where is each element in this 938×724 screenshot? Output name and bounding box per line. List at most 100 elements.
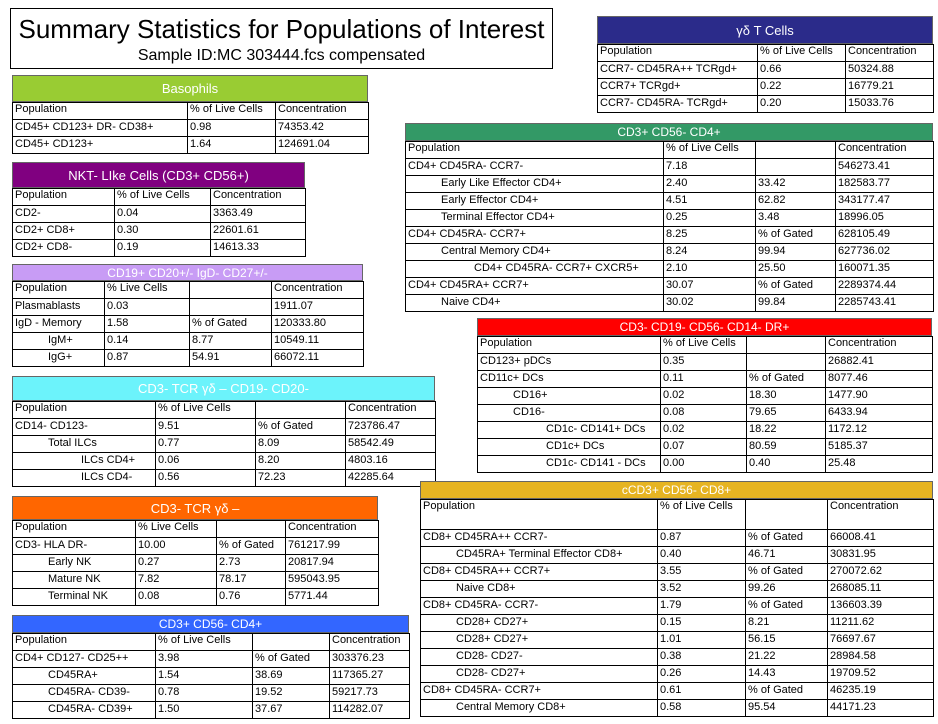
table-cell: 7.82 <box>135 571 217 589</box>
table-cell: CD4+ CD45RA- CCR7- <box>405 158 664 176</box>
table-cell: 99.26 <box>745 580 828 598</box>
table-cell: 46235.19 <box>827 682 934 700</box>
table-row: CD8+ CD45RA- CCR7- 1.79% of Gated 136603.3… <box>420 597 934 615</box>
table-cell: 62.82 <box>755 192 836 210</box>
table-cell: 1.64 <box>187 136 276 154</box>
table-cell: 0.87 <box>657 529 746 547</box>
table-cell: 0.27 <box>135 554 217 572</box>
table-panel: CD3+ CD56- CD4+ Population% of Live Cells… <box>12 615 410 719</box>
header-cell: Concentration <box>845 44 934 62</box>
header-cell <box>745 499 828 530</box>
table-cell: 2289374.44 <box>835 277 934 295</box>
table-cell: 270072.62 <box>827 563 934 581</box>
header-row: Population% of Live Cells Concentration <box>12 188 306 206</box>
table-row: CD16+ 0.02 18.30 1477.90 <box>477 387 933 405</box>
table-cell: 30.07 <box>663 277 756 295</box>
header-row: Population% of Live Cells Concentration <box>12 401 436 419</box>
table-cell: 7.18 <box>663 158 756 176</box>
table-cell: 4.51 <box>663 192 756 210</box>
table-row: CD45RA- CD39- 0.78 19.52 59217.73 <box>12 684 410 702</box>
table-cell: CD11c+ DCs <box>477 370 661 388</box>
table-cell: 74353.42 <box>275 119 369 137</box>
header-cell: Concentration <box>210 188 306 206</box>
table-cell: 25.48 <box>825 455 933 473</box>
table-cell: 595043.95 <box>285 571 379 589</box>
header-row: Population% of Live Cells Concentration <box>420 499 934 530</box>
table-cell: IgD - Memory <box>12 315 105 333</box>
table-cell: 16779.21 <box>845 78 934 96</box>
table-cell: 56.15 <box>745 631 828 649</box>
table-cell: Naive CD8+ <box>420 580 658 598</box>
header-row: Population% of Live Cells Concentration <box>405 141 934 159</box>
header-cell: Concentration <box>271 281 364 299</box>
table-cell: 8077.46 <box>825 370 933 388</box>
table-row: CCR7+ TCRgd+ 0.22 16779.21 <box>597 78 934 96</box>
data-table: Population% of Live Cells Concentration CD… <box>405 141 934 312</box>
table-cell: CD45+ CD123+ DR- CD38+ <box>12 119 188 137</box>
table-cell: 1.01 <box>657 631 746 649</box>
table-cell: 0.61 <box>657 682 746 700</box>
table-cell: 0.00 <box>660 455 747 473</box>
table-cell: CD16+ <box>477 387 661 405</box>
page-subtitle: Sample ID:MC 303444.fcs compensated <box>137 47 426 64</box>
table-row: CD2+ CD8+ 0.30 22601.61 <box>12 222 306 240</box>
table-cell: CD4+ CD45RA- CCR7+ CXCR5+ <box>405 260 664 278</box>
table-cell: 66072.11 <box>271 349 364 367</box>
table-row: CD3- HLA DR- 10.00% of Gated 761217.99 <box>12 537 379 555</box>
table-cell: 0.40 <box>657 546 746 564</box>
table-cell: CD28+ CD27+ <box>420 614 658 632</box>
table-cell: CCR7- CD45RA- TCRgd+ <box>597 95 758 113</box>
header-cell: Concentration <box>345 401 436 419</box>
table-cell: 37.67 <box>252 701 330 719</box>
table-title: CD3+ CD56- CD4+ <box>12 615 409 633</box>
page-title: Summary Statistics for Populations of In… <box>18 14 545 44</box>
table-cell: 117365.27 <box>329 667 410 685</box>
table-cell: 8.21 <box>745 614 828 632</box>
table-cell: 18996.05 <box>835 209 934 227</box>
table-cell: % of Gated <box>755 277 836 295</box>
table-row: CD4+ CD45RA- CCR7+ CXCR5+ 2.10 25.50 160071… <box>405 260 934 278</box>
table-cell: 0.66 <box>757 61 846 79</box>
table-cell: CD8+ CD45RA- CCR7+ <box>420 682 658 700</box>
table-row: ILCs CD4- 0.56 72.23 42285.64 <box>12 469 436 487</box>
table-cell: 30.02 <box>663 294 756 312</box>
table-cell: 0.26 <box>657 665 746 683</box>
header-cell: Population <box>12 633 156 651</box>
table-cell: % of Gated <box>755 226 836 244</box>
table-cell: 2.73 <box>216 554 286 572</box>
table-cell: CD14- CD123- <box>12 418 156 436</box>
table-cell: % of Gated <box>745 597 828 615</box>
table-cell: 76697.67 <box>827 631 934 649</box>
table-cell: 0.76 <box>216 588 286 606</box>
table-title: NKT- LIke Cells (CD3+ CD56+) <box>12 162 305 188</box>
table-cell: 0.40 <box>746 455 826 473</box>
header-row: Population% Live Cells Concentration <box>12 281 364 299</box>
table-panel: γδ T Cells Population% of Live Cells Conce… <box>597 16 934 113</box>
header-cell: Population <box>12 520 136 538</box>
table-title: Basophils <box>12 75 368 102</box>
table-cell: % of Gated <box>189 315 272 333</box>
header-row: Population% of Live Cells Concentration <box>12 102 369 120</box>
table-row: CD45RA- CD39+ 1.50 37.67 114282.07 <box>12 701 410 719</box>
table-row: CD4+ CD45RA- CCR7- 7.18 546273.41 <box>405 158 934 176</box>
table-cell: 66008.41 <box>827 529 934 547</box>
table-cell: Early Like Effector CD4+ <box>405 175 664 193</box>
table-cell: 72.23 <box>255 469 346 487</box>
table-cell: 5185.37 <box>825 438 933 456</box>
title-box: Summary Statistics for Populations of In… <box>10 8 553 69</box>
table-panel: CD19+ CD20+/- IgD- CD27+/- Population% Li… <box>12 264 364 367</box>
header-cell: % Live Cells <box>104 281 190 299</box>
table-panel: CD3+ CD56- CD4+ Population% of Live Cells… <box>405 123 934 312</box>
table-cell: 19709.52 <box>827 665 934 683</box>
table-row: CD8+ CD45RA++ CCR7- 0.87% of Gated 66008.4… <box>420 529 934 547</box>
table-cell: % of Gated <box>745 682 828 700</box>
table-cell: CD4+ CD45RA- CCR7+ <box>405 226 664 244</box>
table-row: Central Memory CD8+ 0.58 95.54 44171.23 <box>420 699 934 717</box>
table-cell: Central Memory CD4+ <box>405 243 664 261</box>
data-table: Population% Live Cells Concentration CD3- … <box>12 520 379 606</box>
table-cell: 10549.11 <box>271 332 364 350</box>
table-cell <box>755 158 836 176</box>
table-cell: CD45RA+ <box>12 667 156 685</box>
table-cell: 120333.80 <box>271 315 364 333</box>
table-cell: CD16- <box>477 404 661 422</box>
